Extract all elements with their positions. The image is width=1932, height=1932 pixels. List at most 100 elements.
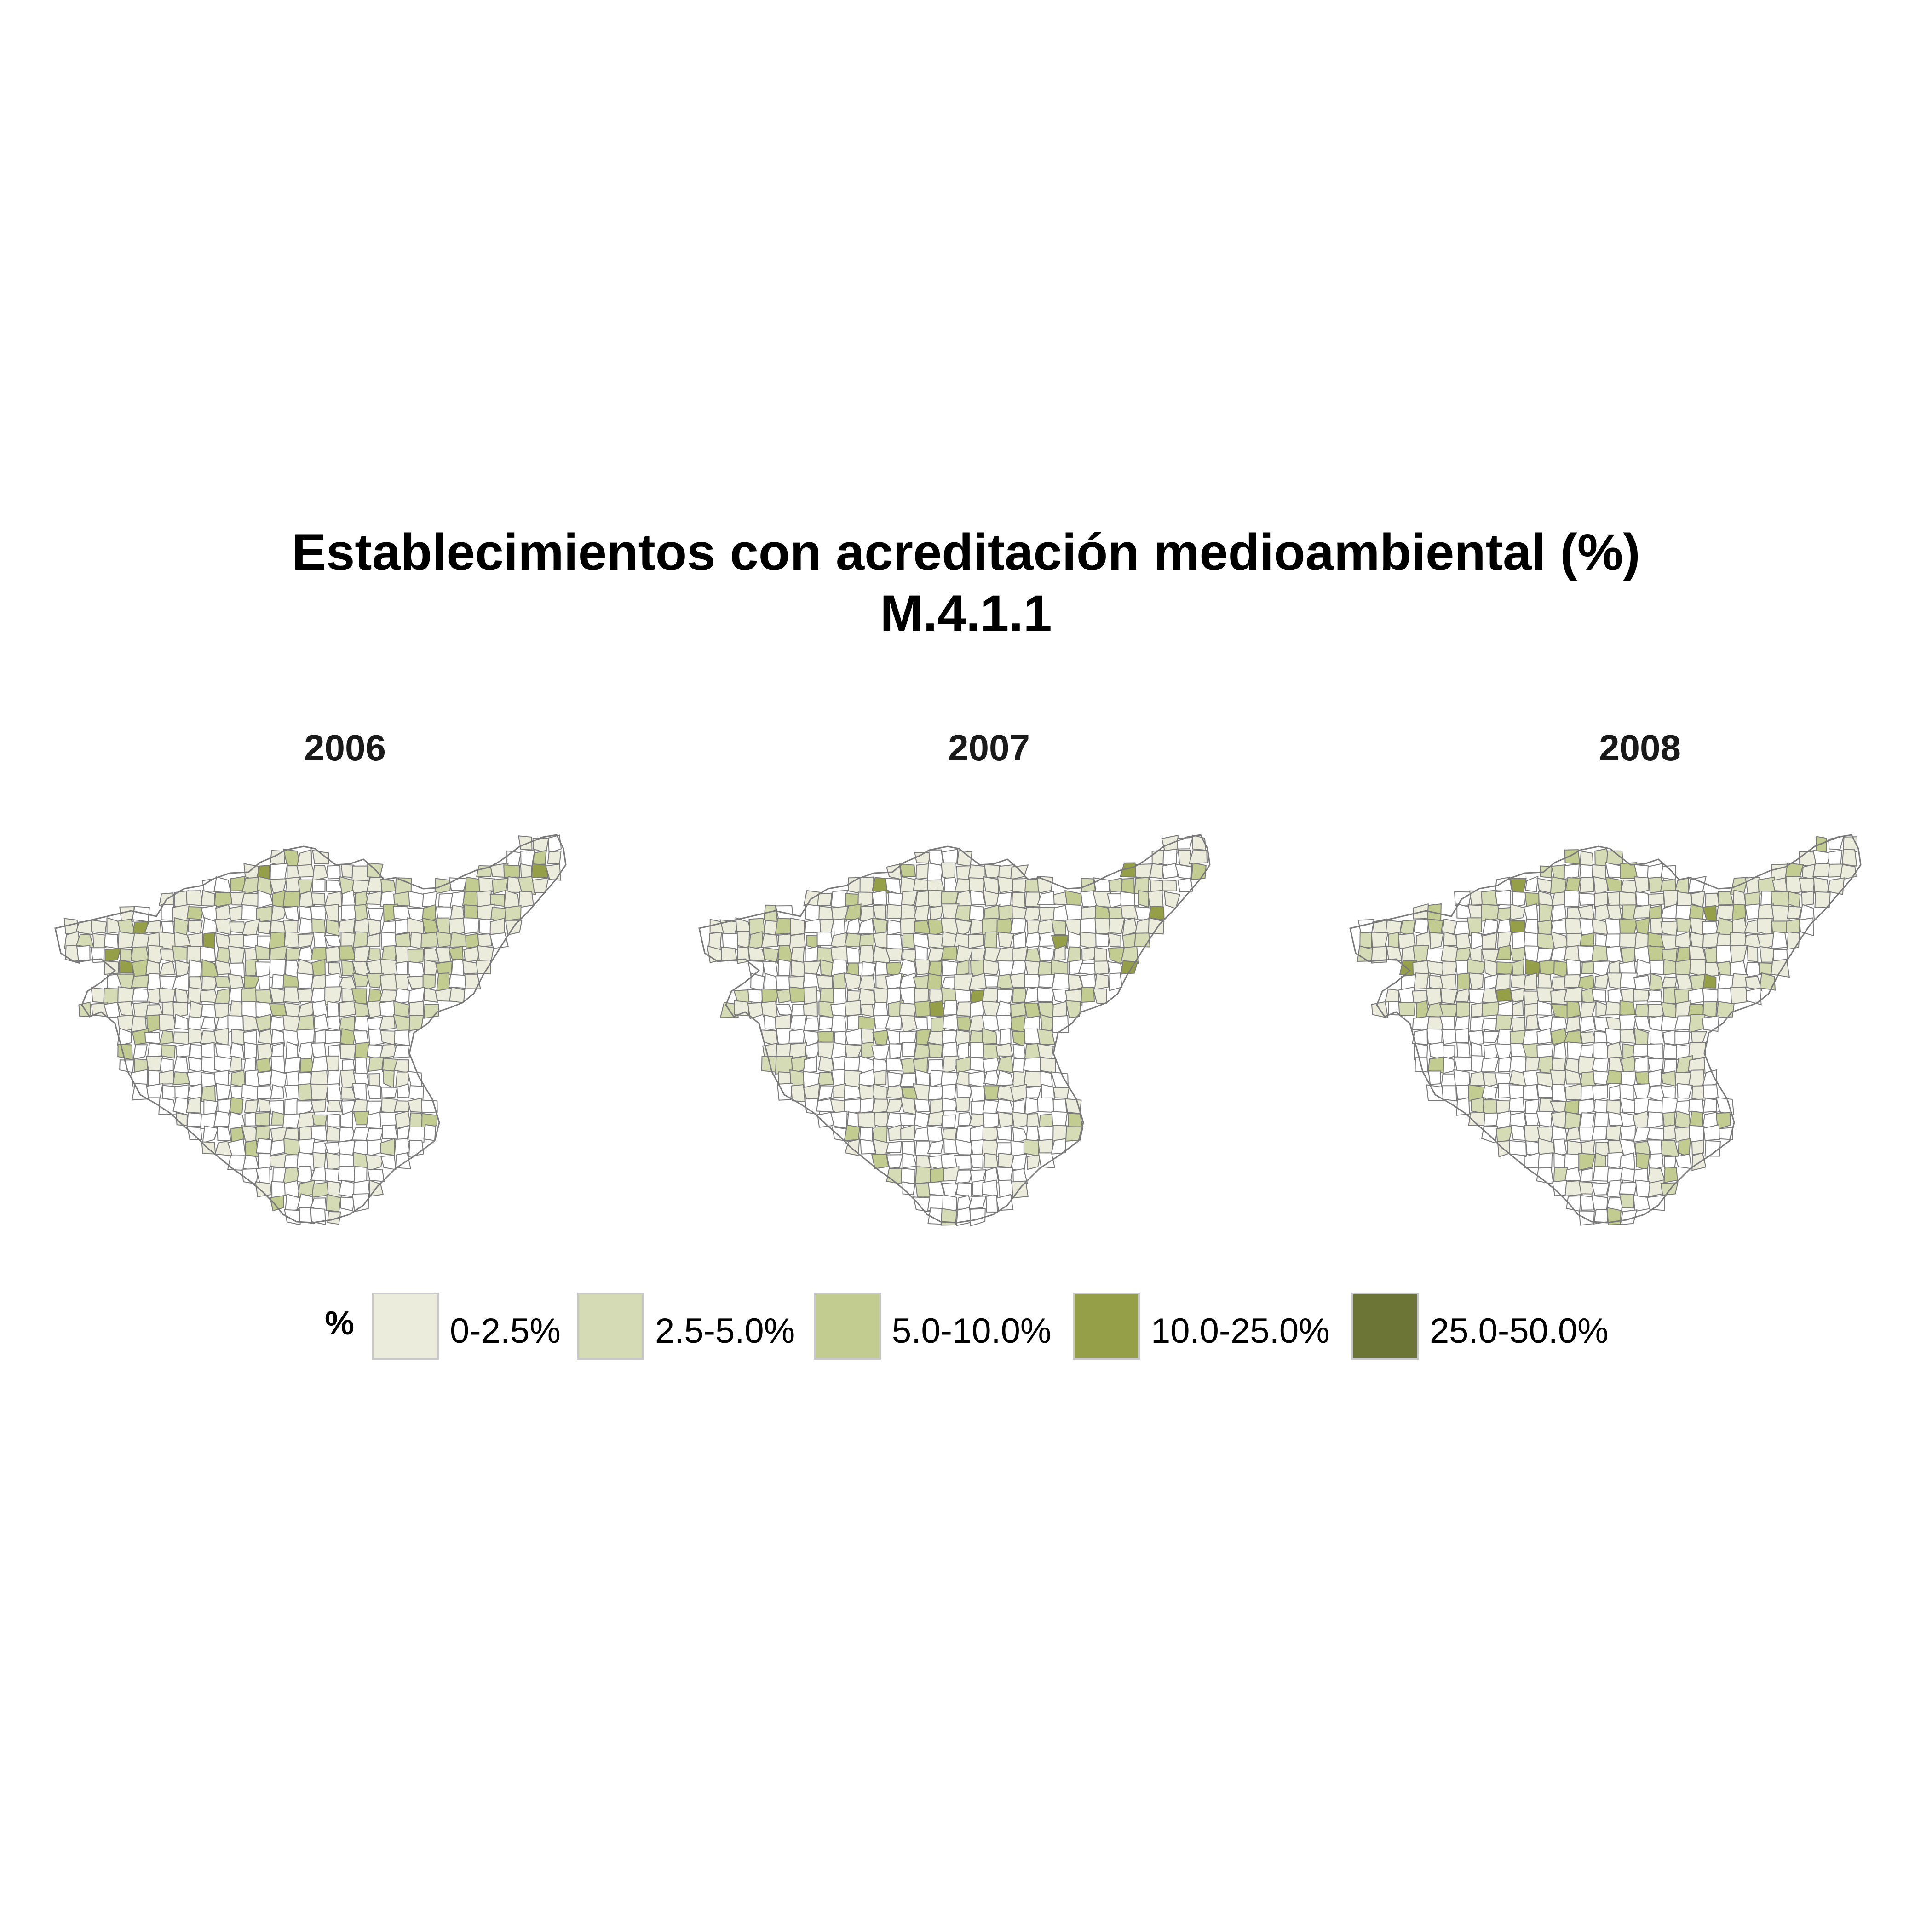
municipality: [368, 1028, 385, 1046]
municipality: [1037, 876, 1054, 894]
municipality: [1359, 932, 1373, 949]
municipality: [1759, 946, 1776, 963]
municipality: [844, 903, 862, 920]
municipality: [1550, 876, 1567, 895]
municipality: [367, 1139, 383, 1157]
municipality: [1093, 947, 1108, 963]
municipality: [297, 988, 314, 1003]
municipality: [900, 1167, 916, 1184]
municipality: [380, 920, 397, 934]
municipality: [214, 891, 233, 908]
municipality: [1495, 889, 1512, 906]
municipality: [1660, 1015, 1679, 1032]
municipality: [1512, 891, 1527, 908]
municipality: [1581, 961, 1594, 974]
municipality: [1509, 1140, 1527, 1156]
municipality: [763, 904, 778, 923]
municipality: [859, 1097, 874, 1114]
municipality: [1677, 891, 1693, 907]
municipality: [1635, 1152, 1650, 1171]
municipality: [1427, 1056, 1444, 1074]
municipality: [887, 1071, 902, 1088]
municipality: [1036, 1028, 1056, 1045]
municipality: [775, 1014, 791, 1030]
municipality: [339, 1044, 356, 1059]
municipality: [1633, 876, 1650, 894]
municipality: [286, 947, 301, 960]
municipality: [312, 850, 329, 865]
municipality: [367, 1084, 381, 1099]
municipality: [202, 1125, 219, 1144]
municipality: [380, 1155, 397, 1170]
municipality: [969, 905, 984, 922]
municipality: [788, 986, 807, 1003]
municipality: [1827, 877, 1845, 895]
municipality: [1511, 959, 1525, 976]
municipality: [968, 1070, 987, 1088]
municipality: [311, 1181, 329, 1198]
municipality: [1691, 1139, 1704, 1156]
municipality: [286, 1070, 300, 1087]
municipality: [1051, 919, 1067, 935]
municipality: [324, 986, 343, 1006]
municipality: [1371, 946, 1388, 964]
municipality: [926, 973, 943, 991]
municipality: [995, 1042, 1013, 1057]
municipality: [1495, 1125, 1514, 1144]
municipality: [1634, 1003, 1650, 1018]
municipality: [902, 1181, 916, 1196]
municipality: [1648, 1153, 1664, 1171]
municipality: [926, 1125, 943, 1142]
municipality: [1481, 889, 1500, 906]
legend-swatch: [372, 1293, 439, 1360]
municipality: [1746, 987, 1762, 1006]
municipality: [311, 959, 326, 978]
municipality: [1550, 1016, 1568, 1030]
municipality: [270, 1084, 285, 1100]
municipality: [1605, 1125, 1622, 1141]
municipality: [227, 945, 245, 964]
municipality: [1633, 945, 1652, 963]
municipality: [817, 1071, 834, 1086]
municipality: [1619, 1181, 1638, 1195]
municipality: [913, 1043, 930, 1059]
municipality: [886, 934, 903, 949]
municipality: [255, 1112, 270, 1127]
municipality: [229, 1097, 244, 1114]
municipality: [203, 1099, 218, 1116]
municipality: [255, 1138, 272, 1154]
municipality: [256, 876, 272, 895]
municipality: [1481, 1057, 1500, 1073]
municipality: [1593, 876, 1610, 896]
legend-label: 0-2.5%: [450, 1311, 561, 1351]
municipality: [1010, 1084, 1028, 1102]
municipality: [970, 1124, 985, 1141]
municipality: [942, 1013, 959, 1031]
municipality: [788, 1028, 805, 1044]
municipality: [382, 1070, 395, 1089]
municipality: [1512, 1000, 1524, 1017]
municipality: [1466, 917, 1482, 937]
municipality: [477, 945, 494, 962]
municipality: [1812, 850, 1831, 868]
municipality: [844, 1124, 861, 1141]
region-outline: [698, 834, 1211, 1224]
municipality: [464, 973, 481, 989]
municipality: [1482, 1001, 1500, 1017]
municipality: [997, 1153, 1013, 1168]
municipality: [804, 986, 818, 1005]
municipality: [1053, 945, 1066, 962]
municipality: [1691, 1152, 1707, 1171]
municipality: [1190, 862, 1207, 880]
municipality: [1676, 917, 1692, 932]
municipality: [227, 1155, 246, 1171]
municipality: [324, 903, 339, 922]
municipality: [1025, 1125, 1040, 1144]
municipality: [158, 1014, 177, 1032]
municipality: [1495, 973, 1511, 991]
municipality: [1619, 1152, 1635, 1170]
municipality: [1120, 946, 1139, 964]
municipality: [1660, 1070, 1676, 1087]
municipality: [230, 1127, 245, 1144]
municipality: [1482, 1030, 1501, 1043]
